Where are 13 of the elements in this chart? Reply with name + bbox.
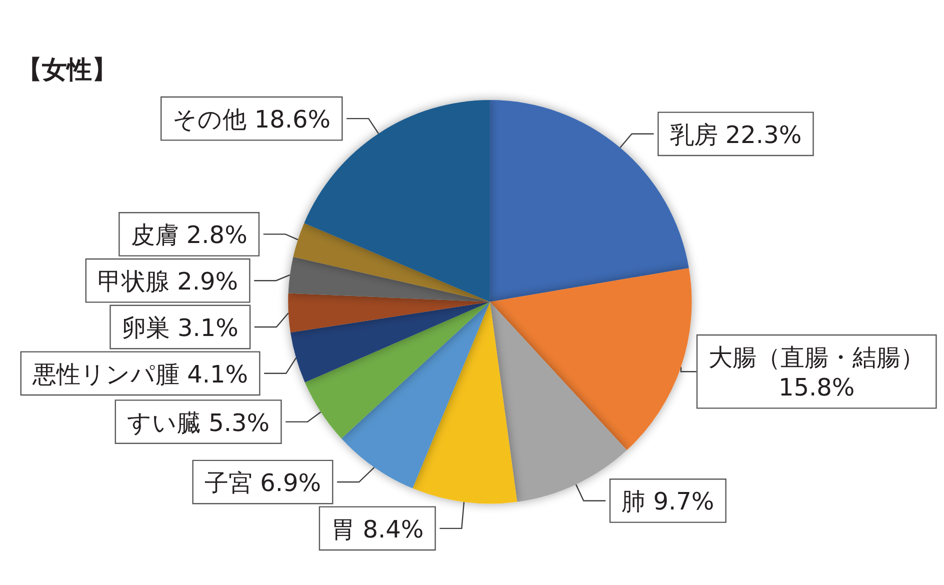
- slice-label: 胃 8.4%: [331, 515, 424, 544]
- slice-label: すい臓 5.3%: [126, 408, 270, 437]
- slice-label: 乳房 22.3%: [670, 120, 802, 149]
- slice-label: 肺 9.7%: [622, 488, 714, 516]
- slice-label: 悪性リンパ腫 4.1%: [31, 360, 248, 388]
- slice-label: その他 18.6%: [172, 106, 331, 134]
- slice-label: 卵巣 3.1%: [122, 314, 238, 342]
- slice-label: 子宮 6.9%: [204, 469, 322, 498]
- slice-label: 甲状腺 2.9%: [97, 268, 238, 296]
- chart-title: 【女性】: [17, 55, 117, 84]
- data-label: 15.8%: [778, 374, 855, 402]
- slice-label: 皮膚 2.8%: [130, 221, 248, 250]
- slice-label: 大腸（直腸・結腸）: [708, 344, 925, 372]
